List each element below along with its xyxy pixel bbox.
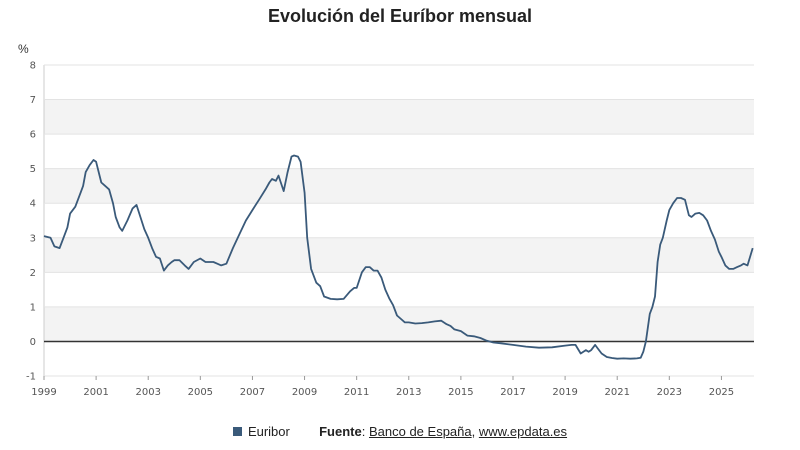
- series-line-euribor: [43, 154, 754, 360]
- legend: Euribor Fuente: Banco de España, www.epd…: [0, 424, 800, 439]
- gridlines: [43, 64, 754, 377]
- chart-title: Evolución del Euríbor mensual: [267, 6, 533, 26]
- band: [44, 306, 754, 342]
- y-tick-label: -1: [26, 372, 36, 383]
- source-label: Fuente: [319, 424, 362, 439]
- x-tick-label: 2009: [292, 387, 317, 398]
- y-tick-label: 6: [30, 130, 36, 141]
- y-tick-label: 4: [30, 199, 36, 210]
- x-tick-label: 2013: [396, 387, 421, 398]
- source-comma: ,: [471, 424, 476, 439]
- x-tick-label: 2007: [240, 387, 265, 398]
- x-tick-label: 2015: [448, 387, 473, 398]
- band: [44, 99, 754, 135]
- x-tick-label: 2025: [709, 387, 734, 398]
- y-tick-label: 3: [30, 233, 36, 244]
- x-tick-label: 2021: [604, 387, 629, 398]
- y-tick-label: 8: [30, 61, 36, 72]
- x-tick-label: 1999: [31, 387, 56, 398]
- series-layer: [43, 154, 754, 360]
- x-tick-label: 2005: [188, 387, 213, 398]
- y-tick-label: 0: [30, 337, 36, 348]
- x-tick-label: 2011: [344, 387, 369, 398]
- x-tick-label: 2023: [657, 387, 682, 398]
- y-axis-ticks: -1 0 1 2 3 4 5 6 7 8: [26, 61, 36, 383]
- source-link-epdata[interactable]: www.epdata.es: [478, 424, 568, 439]
- x-tick-label: 2019: [552, 387, 577, 398]
- x-axis-ticks: 1999 2001 2003 2005 2007 2009 2011 2013 2015 2017…: [31, 376, 734, 398]
- source-colon: :: [361, 424, 366, 439]
- y-tick-label: 2: [30, 268, 36, 279]
- x-tick-label: 2017: [500, 387, 525, 398]
- band: [44, 168, 754, 204]
- y-tick-label: 1: [30, 302, 36, 313]
- y-axis-unit-label: %: [18, 42, 29, 56]
- x-tick-label: 2003: [135, 387, 160, 398]
- plot-background-bands: [44, 99, 754, 342]
- legend-label-euribor[interactable]: Euribor: [247, 424, 290, 439]
- x-tick-label: 2001: [83, 387, 108, 398]
- y-tick-label: 7: [30, 95, 36, 106]
- source-link-banco-espana[interactable]: Banco de España: [368, 424, 472, 439]
- y-tick-label: 5: [30, 164, 36, 175]
- legend-swatch-euribor: [232, 427, 242, 437]
